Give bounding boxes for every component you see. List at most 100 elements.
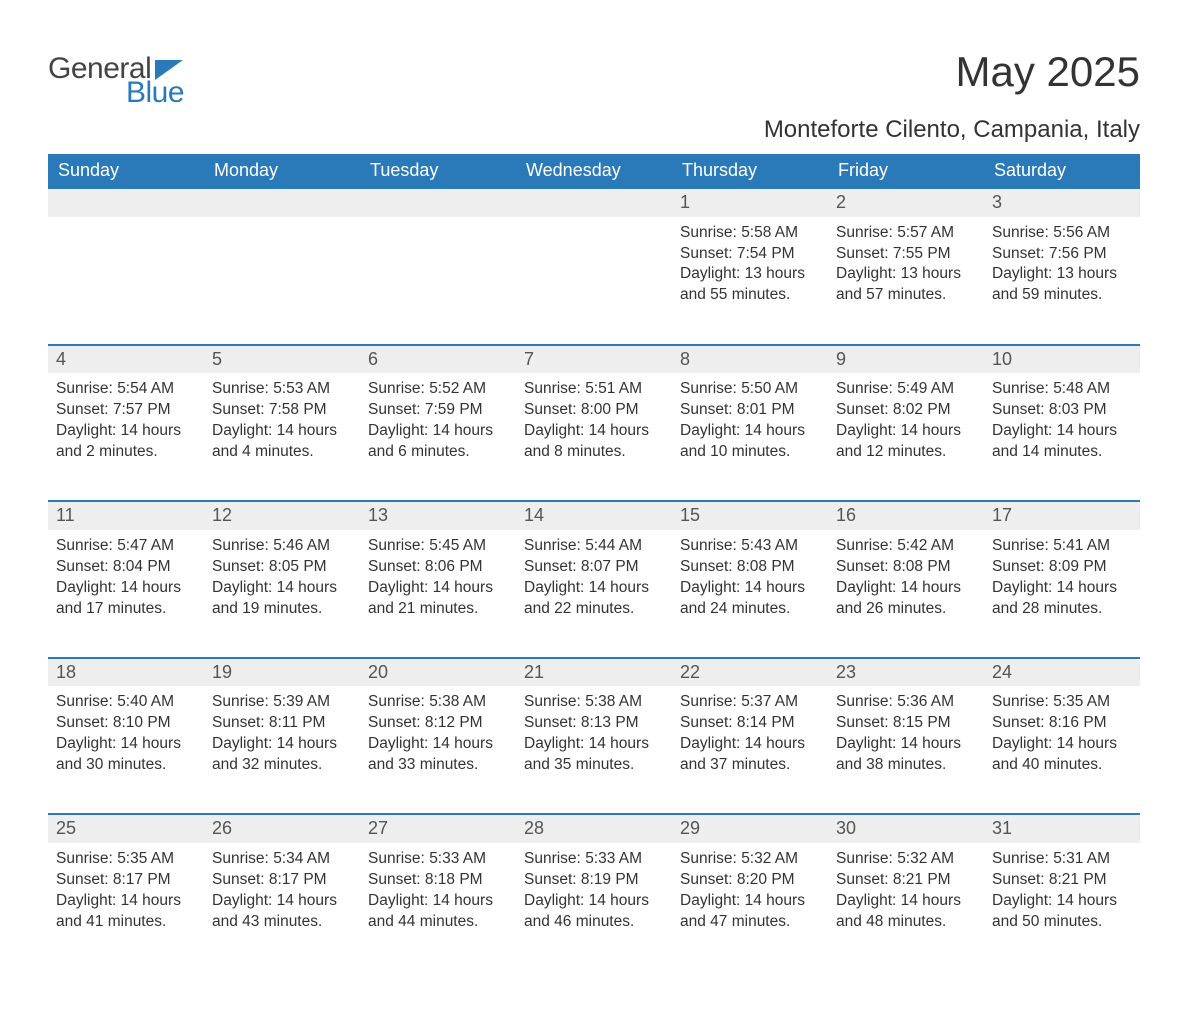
day-number: 27 (360, 815, 516, 843)
sunset-label: Sunset: (836, 558, 889, 575)
daylight-label: Daylight: (992, 735, 1052, 752)
sunrise-label: Sunrise: (992, 537, 1049, 554)
calendar-daynum-cell: 5 (204, 345, 360, 374)
sunset-label: Sunset: (992, 714, 1045, 731)
sunset-value: 8:21 PM (1049, 871, 1107, 888)
calendar-day-cell (204, 217, 360, 345)
sunset-label: Sunset: (56, 871, 109, 888)
calendar-header-row: SundayMondayTuesdayWednesdayThursdayFrid… (48, 154, 1140, 188)
calendar-header-cell: Tuesday (360, 154, 516, 188)
daylight-label: Daylight: (368, 892, 428, 909)
daylight-line: Daylight: 14 hours and 44 minutes. (368, 891, 508, 933)
sunrise-line: Sunrise: 5:49 AM (836, 379, 976, 400)
sunset-line: Sunset: 7:59 PM (368, 400, 508, 421)
calendar-daynum-cell: 17 (984, 501, 1140, 530)
sunrise-value: 5:32 AM (897, 850, 954, 867)
sunrise-value: 5:49 AM (897, 380, 954, 397)
daylight-line: Daylight: 13 hours and 57 minutes. (836, 264, 976, 306)
daylight-label: Daylight: (524, 735, 584, 752)
sunset-value: 8:20 PM (737, 871, 795, 888)
calendar-day-cell: Sunrise: 5:33 AMSunset: 8:19 PMDaylight:… (516, 843, 672, 971)
sunset-label: Sunset: (836, 714, 889, 731)
daylight-label: Daylight: (524, 422, 584, 439)
daylight-label: Daylight: (836, 422, 896, 439)
calendar-day-cell: Sunrise: 5:57 AMSunset: 7:55 PMDaylight:… (828, 217, 984, 345)
sunrise-value: 5:35 AM (1053, 693, 1110, 710)
daylight-label: Daylight: (680, 735, 740, 752)
daylight-line: Daylight: 14 hours and 19 minutes. (212, 578, 352, 620)
sunrise-line: Sunrise: 5:43 AM (680, 536, 820, 557)
sunrise-label: Sunrise: (368, 380, 425, 397)
calendar-daynum-cell: 18 (48, 658, 204, 687)
sunset-label: Sunset: (836, 871, 889, 888)
sunset-line: Sunset: 8:14 PM (680, 713, 820, 734)
daylight-label: Daylight: (992, 579, 1052, 596)
sunrise-value: 5:35 AM (117, 850, 174, 867)
daylight-line: Daylight: 14 hours and 30 minutes. (56, 734, 196, 776)
calendar-day-cell: Sunrise: 5:46 AMSunset: 8:05 PMDaylight:… (204, 530, 360, 658)
calendar-day-cell: Sunrise: 5:49 AMSunset: 8:02 PMDaylight:… (828, 373, 984, 501)
day-number: 16 (828, 502, 984, 530)
day-number: 8 (672, 346, 828, 374)
day-number: 5 (204, 346, 360, 374)
sunrise-line: Sunrise: 5:46 AM (212, 536, 352, 557)
sunrise-line: Sunrise: 5:42 AM (836, 536, 976, 557)
sunrise-line: Sunrise: 5:56 AM (992, 223, 1132, 244)
daylight-line: Daylight: 14 hours and 43 minutes. (212, 891, 352, 933)
day-details: Sunrise: 5:31 AMSunset: 8:21 PMDaylight:… (984, 843, 1140, 937)
calendar-day-cell: Sunrise: 5:32 AMSunset: 8:21 PMDaylight:… (828, 843, 984, 971)
sunset-line: Sunset: 8:10 PM (56, 713, 196, 734)
sunrise-label: Sunrise: (368, 537, 425, 554)
day-number (360, 189, 516, 217)
sunrise-line: Sunrise: 5:34 AM (212, 849, 352, 870)
calendar-header-cell: Saturday (984, 154, 1140, 188)
day-details: Sunrise: 5:38 AMSunset: 8:13 PMDaylight:… (516, 686, 672, 780)
calendar-daynum-cell: 4 (48, 345, 204, 374)
sunrise-value: 5:51 AM (585, 380, 642, 397)
sunrise-value: 5:41 AM (1053, 537, 1110, 554)
daylight-label: Daylight: (212, 422, 272, 439)
day-number: 29 (672, 815, 828, 843)
calendar-daynum-cell: 30 (828, 814, 984, 843)
sunrise-label: Sunrise: (836, 850, 893, 867)
daylight-label: Daylight: (680, 579, 740, 596)
day-number (204, 189, 360, 217)
sunset-value: 8:13 PM (581, 714, 639, 731)
location-subtitle: Monteforte Cilento, Campania, Italy (48, 116, 1140, 144)
daylight-label: Daylight: (680, 892, 740, 909)
sunrise-line: Sunrise: 5:32 AM (836, 849, 976, 870)
sunset-value: 8:17 PM (113, 871, 171, 888)
sunset-label: Sunset: (56, 714, 109, 731)
sunrise-value: 5:38 AM (585, 693, 642, 710)
calendar-header-cell: Wednesday (516, 154, 672, 188)
calendar-header-cell: Thursday (672, 154, 828, 188)
sunset-label: Sunset: (992, 871, 1045, 888)
sunrise-line: Sunrise: 5:38 AM (524, 692, 664, 713)
sunrise-line: Sunrise: 5:40 AM (56, 692, 196, 713)
day-number: 19 (204, 659, 360, 687)
sunset-line: Sunset: 8:03 PM (992, 400, 1132, 421)
calendar-day-cell: Sunrise: 5:48 AMSunset: 8:03 PMDaylight:… (984, 373, 1140, 501)
calendar-daynum-row: 25262728293031 (48, 814, 1140, 843)
calendar-day-cell (360, 217, 516, 345)
calendar-daynum-cell: 2 (828, 188, 984, 217)
calendar-content-row: Sunrise: 5:47 AMSunset: 8:04 PMDaylight:… (48, 530, 1140, 658)
sunset-label: Sunset: (368, 558, 421, 575)
sunset-value: 8:21 PM (893, 871, 951, 888)
sunrise-line: Sunrise: 5:47 AM (56, 536, 196, 557)
sunrise-value: 5:34 AM (273, 850, 330, 867)
sunset-line: Sunset: 8:16 PM (992, 713, 1132, 734)
calendar-daynum-row: 45678910 (48, 345, 1140, 374)
sunrise-label: Sunrise: (368, 850, 425, 867)
day-details: Sunrise: 5:35 AMSunset: 8:16 PMDaylight:… (984, 686, 1140, 780)
day-details: Sunrise: 5:51 AMSunset: 8:00 PMDaylight:… (516, 373, 672, 467)
daylight-line: Daylight: 14 hours and 8 minutes. (524, 421, 664, 463)
sunset-label: Sunset: (56, 401, 109, 418)
sunset-value: 8:05 PM (269, 558, 327, 575)
sunset-label: Sunset: (992, 401, 1045, 418)
sunset-value: 7:56 PM (1049, 245, 1107, 262)
sunset-label: Sunset: (212, 401, 265, 418)
sunset-value: 8:07 PM (581, 558, 639, 575)
calendar-content-row: Sunrise: 5:35 AM Sunset: 8:17 PM Daylight:… (48, 843, 1140, 971)
sunrise-value: 5:58 AM (741, 224, 798, 241)
